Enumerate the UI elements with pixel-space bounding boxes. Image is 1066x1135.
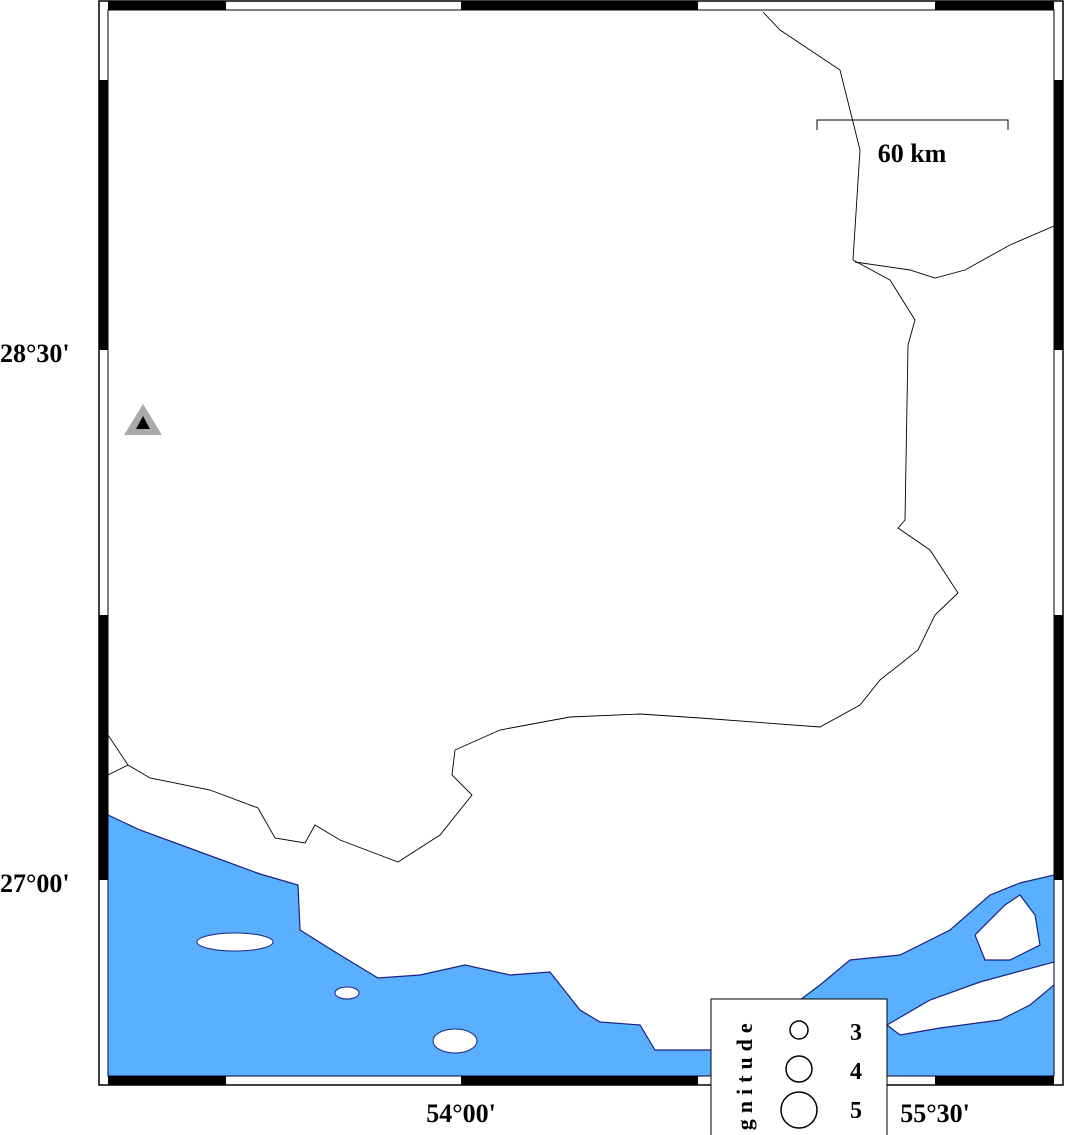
border-line [854, 225, 1054, 279]
border-line [108, 764, 129, 776]
station-marker-inner [136, 416, 150, 429]
island [432, 1028, 478, 1054]
lon-label: 54°00' [426, 1099, 496, 1128]
island [974, 894, 1041, 961]
lon-label: 55°30' [900, 1099, 970, 1128]
scale-bar-label: 60 km [878, 139, 947, 168]
legend-title: Magnitude [732, 1017, 757, 1135]
island [334, 986, 360, 1000]
island [196, 932, 274, 952]
island [885, 961, 1054, 1036]
border-line [108, 11, 959, 863]
frame-ticks [99, 1, 1063, 1085]
legend: Magnitude 3 4 5 [710, 998, 888, 1135]
lat-label: 28°30' [0, 339, 70, 368]
lat-label: 27°00' [0, 869, 70, 898]
legend-label: 5 [850, 1098, 862, 1124]
legend-symbol [780, 1091, 818, 1129]
legend-label: 4 [850, 1059, 862, 1085]
legend-symbol [789, 1020, 809, 1040]
legend-label: 3 [850, 1020, 862, 1046]
scale-bar [816, 119, 1009, 130]
legend-symbol [785, 1055, 813, 1083]
